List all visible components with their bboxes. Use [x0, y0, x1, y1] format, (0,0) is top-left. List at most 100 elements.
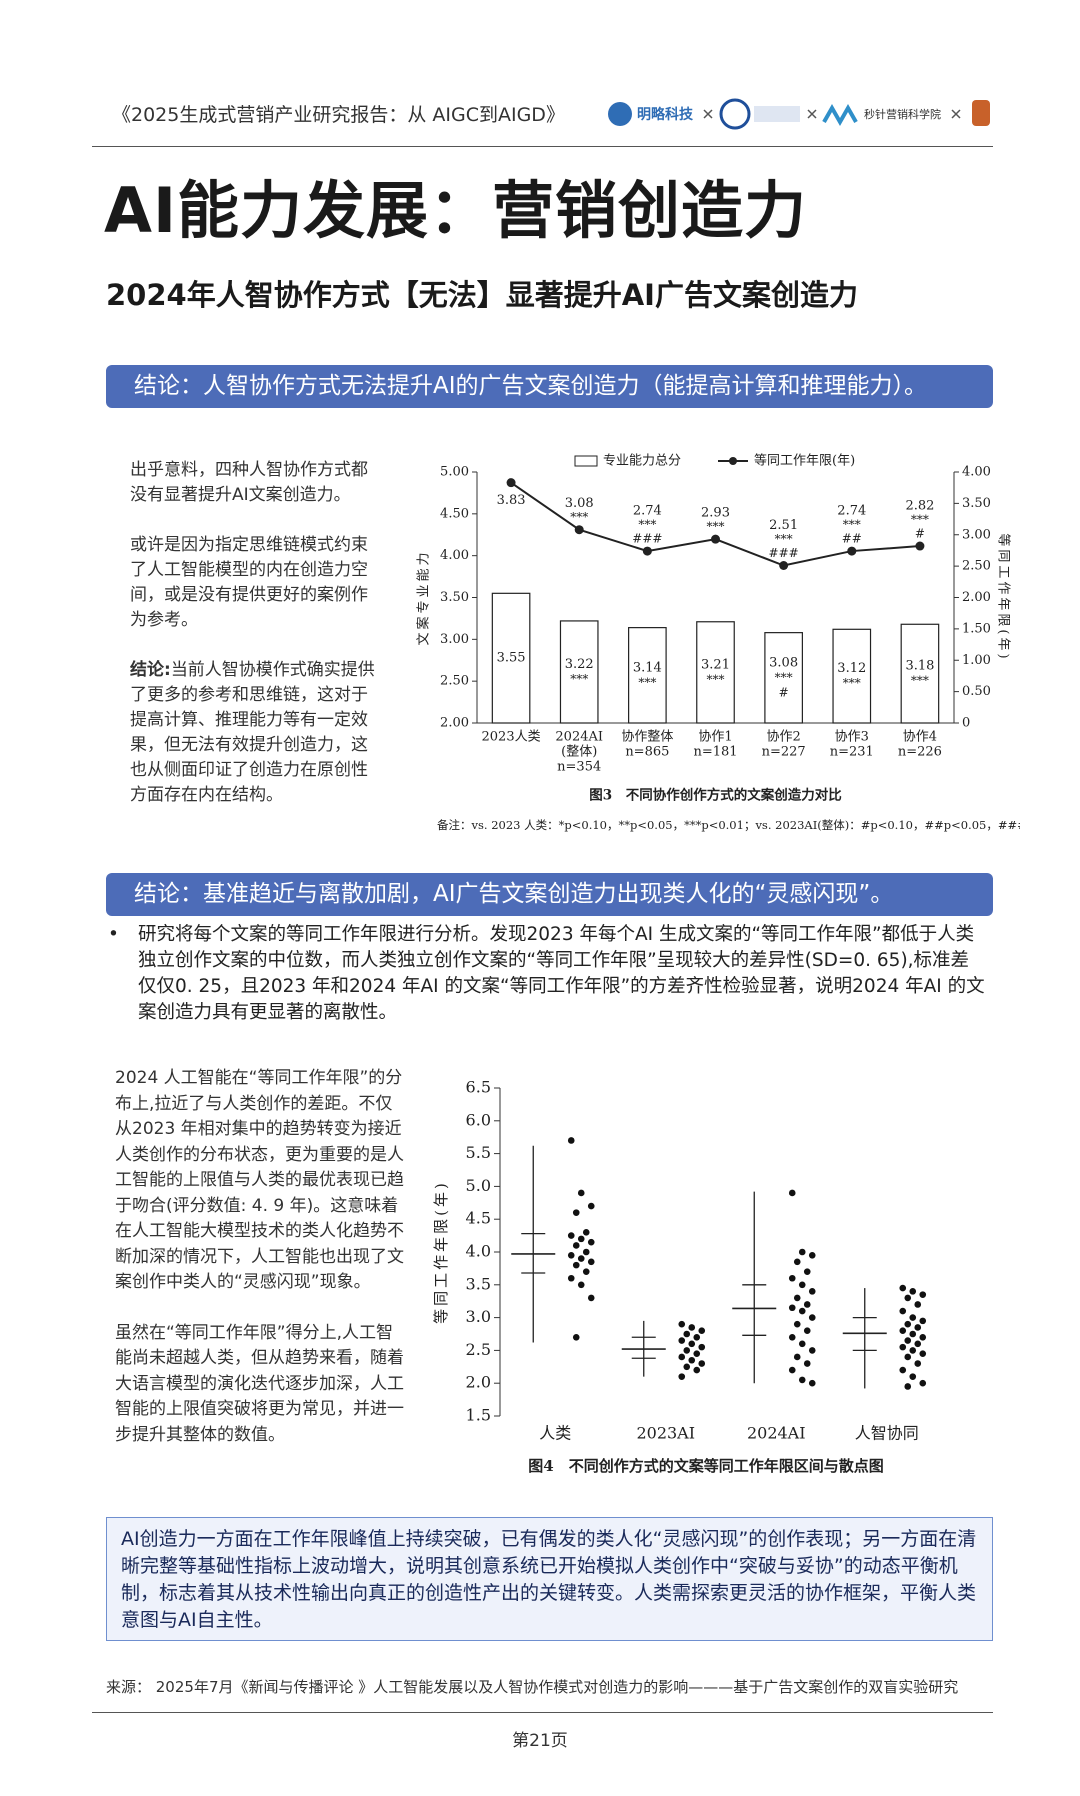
bar-value-label: 3.12 [837, 661, 866, 676]
logo-icon [822, 103, 858, 127]
line-value-label: 2.74 [837, 504, 866, 519]
y-tick-label: 5.00 [440, 465, 469, 480]
significance-label: *** [570, 672, 588, 686]
data-point [793, 1294, 801, 1302]
data-point [919, 1350, 927, 1357]
significance-label: *** [911, 674, 929, 688]
data-point [572, 1242, 580, 1249]
y2-tick-label: 2.50 [962, 559, 991, 574]
data-point [688, 1340, 696, 1348]
interval-chart: 1.5 2.0 2.5 3.0 3.5 4.0 4.5 5.0 5.5 6.0 6.5 等同工作年限(… [432, 1078, 927, 1475]
conclusion-banner: 结论：人智协作方式无法提升AI的广告文案创造力（能提高计算和推理能力）。 [106, 365, 993, 408]
legend-swatch [574, 455, 598, 467]
line-value-label: 3.08 [565, 496, 594, 511]
source: 来源： 2025年7月《新闻与传播评论 》人工智能发展以及人智协作模式对创造力的… [106, 1678, 959, 1696]
data-point [572, 1333, 580, 1341]
summary-box: AI创造力一方面在工作年限峰值上持续突破，已有偶发的类人化“灵感闪现”的创作表现… [106, 1517, 993, 1641]
y-tick-label: 4.0 [466, 1242, 491, 1261]
line-marker [915, 541, 925, 551]
paragraph: 结论:当前人智协模作式确实提供了更多的参考和思维链，这对于提高计算、推理能力等有… [130, 658, 380, 808]
bullet-text: • 研究将每个文案的等同工作年限进行分析。发现2023 年每个AI 生成文案的“等… [106, 922, 986, 1026]
separator [951, 109, 961, 119]
data-point [577, 1189, 585, 1197]
significance-label: *** [911, 513, 929, 527]
logo-icon [972, 100, 990, 126]
line-value-label: 3.83 [497, 493, 526, 508]
y-tick-label: 5.0 [466, 1176, 491, 1195]
y-tick-label: 3.0 [466, 1307, 491, 1326]
line-value-label: 2.51 [769, 518, 798, 533]
paragraph: 虽然在“等同工作年限”得分上,人工智能尚未超越人类，但从趋势来看，随着大语言模型… [115, 1322, 404, 1445]
significance-label: ## [842, 532, 862, 546]
data-point [909, 1330, 917, 1338]
data-point [899, 1366, 907, 1374]
x-tick-label: 2024AI [747, 1424, 806, 1443]
x-tick-label: n=354 [557, 760, 601, 775]
data-point [683, 1363, 691, 1371]
data-point [693, 1366, 701, 1374]
line-marker [847, 546, 857, 556]
data-point [582, 1268, 590, 1275]
y2-tick-label: 3.50 [962, 496, 991, 511]
significance-label: *** [707, 520, 725, 534]
data-point [909, 1373, 917, 1380]
y2-tick-label: 3.00 [962, 527, 991, 542]
logo-icon [754, 106, 800, 122]
y-tick-label: 3.5 [466, 1274, 491, 1293]
page-title: AI能力发展：营销创造力 [104, 174, 808, 247]
y-tick-label: 2.50 [440, 674, 469, 689]
data-point [577, 1281, 585, 1289]
data-point [683, 1347, 691, 1354]
paragraph: 2024 人工智能在“等同工作年限”的分布上,拉近了与人类创作的差距。不仅从20… [115, 1068, 404, 1292]
data-point [803, 1360, 811, 1367]
data-point [808, 1251, 816, 1259]
data-point [899, 1327, 907, 1335]
y-tick-label: 3.00 [440, 632, 469, 647]
label: 结论: [130, 660, 171, 680]
y-tick-label: 4.00 [440, 548, 469, 563]
data-point [572, 1261, 580, 1269]
logo-text: 明略科技 [637, 106, 694, 123]
text: 研究将每个文案的等同工作年限进行分析。发现2023 年每个AI 生成文案的“等同… [138, 924, 985, 1023]
y2-axis-label: 等同工作年限(年) [996, 533, 1012, 661]
data-point [798, 1248, 806, 1256]
y2-tick-label: 0.50 [962, 684, 991, 699]
line-value-label: 2.93 [701, 506, 730, 521]
line-value-label: 2.82 [905, 499, 934, 514]
significance-label: # [915, 527, 925, 541]
separator [807, 109, 817, 119]
bar-value-label: 3.22 [565, 657, 594, 672]
data-point [808, 1347, 816, 1354]
y2-tick-label: 1.00 [962, 653, 991, 668]
data-point [914, 1301, 922, 1308]
data-point [914, 1340, 922, 1348]
subtitle: 2024年人智协作方式【无法】显著提升AI广告文案创造力 [106, 278, 858, 312]
logo-icon [608, 102, 632, 126]
data-point [909, 1347, 917, 1354]
data-point [919, 1379, 927, 1387]
significance-label: ### [632, 532, 662, 546]
significance-label: # [779, 685, 789, 699]
x-tick-label: 协作1 [698, 730, 732, 745]
significance-label: *** [775, 670, 793, 684]
significance-label: *** [638, 675, 656, 689]
data-point [919, 1291, 927, 1298]
y-tick-label: 4.5 [466, 1209, 491, 1228]
x-tick-label: 协作整体 [621, 730, 673, 745]
data-point [798, 1307, 806, 1315]
data-point [567, 1232, 575, 1239]
data-point [909, 1314, 917, 1321]
combo-chart: 2.00 2.50 3.00 3.50 4.00 4.50 5.00 0 0.50 1.00 1.5… [417, 453, 1021, 833]
data-point [577, 1255, 585, 1262]
bar [491, 592, 531, 724]
bar-value-label: 3.18 [905, 659, 934, 674]
data-point [587, 1294, 595, 1302]
x-tick-label: n=181 [693, 745, 737, 760]
data-point [678, 1320, 686, 1328]
bullet-dot: • [108, 924, 119, 945]
data-point [567, 1274, 575, 1282]
bar [628, 627, 667, 724]
data-point [919, 1333, 927, 1341]
data-point [899, 1284, 907, 1292]
